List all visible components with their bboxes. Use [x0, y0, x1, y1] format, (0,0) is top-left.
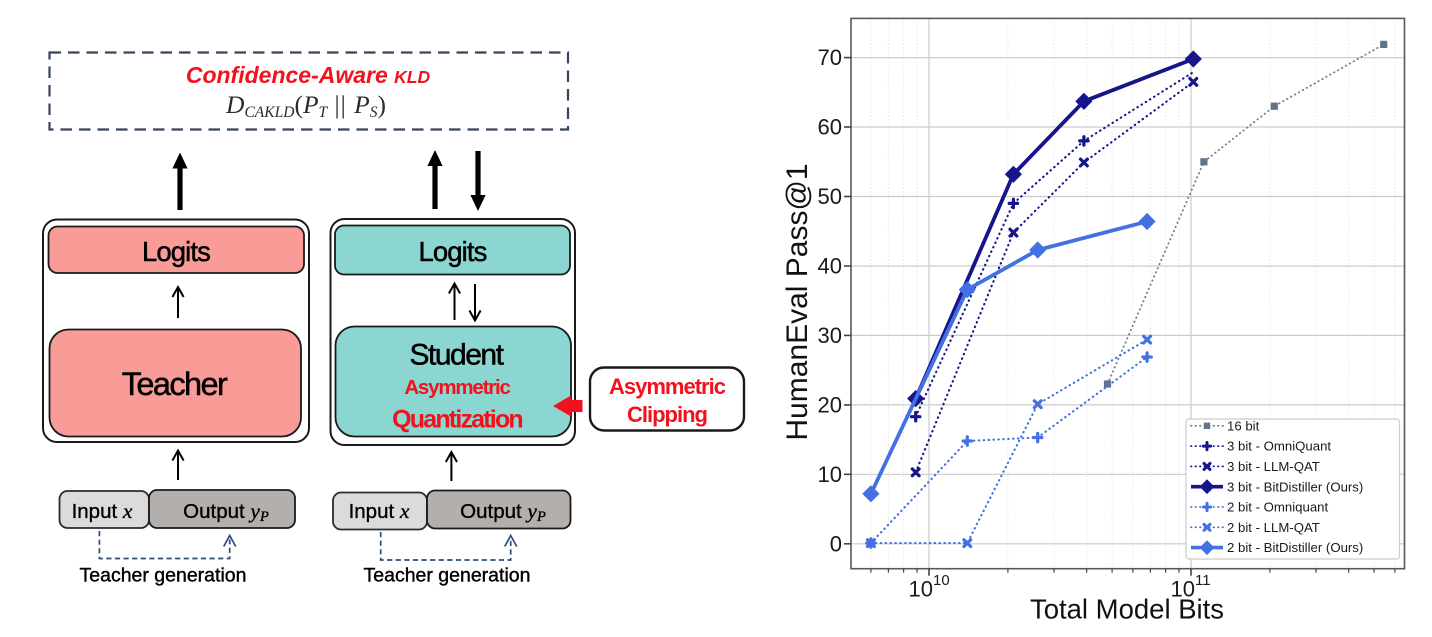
svg-text:3 bit - OmniQuant: 3 bit - OmniQuant [1227, 439, 1331, 454]
svg-text:Asymmetric: Asymmetric [404, 376, 510, 399]
svg-text:10: 10 [1171, 577, 1195, 602]
svg-text:11: 11 [1195, 572, 1211, 589]
svg-text:2 bit - BitDistiller (Ours): 2 bit - BitDistiller (Ours) [1227, 540, 1363, 555]
svg-text:Logits: Logits [419, 236, 487, 267]
svg-text:Teacher generation: Teacher generation [364, 565, 531, 587]
svg-text:HumanEval Pass@1: HumanEval Pass@1 [781, 163, 814, 440]
svg-text:40: 40 [818, 254, 842, 279]
svg-text:3 bit - BitDistiller (Ours): 3 bit - BitDistiller (Ours) [1227, 479, 1363, 494]
svg-text:60: 60 [818, 115, 842, 140]
svg-text:70: 70 [818, 45, 842, 70]
svg-text:2 bit - Omniquant: 2 bit - Omniquant [1227, 500, 1328, 515]
svg-text:Output yP: Output yP [183, 499, 269, 525]
svg-text:Teacher generation: Teacher generation [80, 565, 247, 587]
svg-text:Output yP: Output yP [460, 499, 546, 525]
svg-text:Confidence-Aware KLD: Confidence-Aware KLD [186, 62, 431, 88]
svg-text:16 bit: 16 bit [1227, 418, 1260, 433]
svg-text:0: 0 [830, 531, 842, 556]
svg-text:20: 20 [818, 392, 842, 417]
svg-text:Student: Student [410, 339, 505, 372]
svg-text:Input x: Input x [72, 499, 133, 523]
svg-text:30: 30 [818, 323, 842, 348]
svg-text:50: 50 [818, 184, 842, 209]
svg-text:Asymmetric: Asymmetric [609, 374, 726, 399]
svg-text:10: 10 [933, 572, 950, 589]
svg-text:Logits: Logits [142, 236, 210, 267]
svg-text:10: 10 [909, 577, 933, 602]
svg-text:Quantization: Quantization [392, 406, 522, 434]
svg-text:Total Model Bits: Total Model Bits [1030, 594, 1224, 625]
svg-text:2 bit - LLM-QAT: 2 bit - LLM-QAT [1227, 520, 1320, 535]
svg-text:Clipping: Clipping [627, 402, 707, 427]
svg-text:Teacher: Teacher [122, 366, 228, 402]
svg-text:10: 10 [818, 462, 842, 487]
svg-text:3 bit - LLM-QAT: 3 bit - LLM-QAT [1227, 459, 1320, 474]
svg-text:Input x: Input x [349, 499, 410, 523]
